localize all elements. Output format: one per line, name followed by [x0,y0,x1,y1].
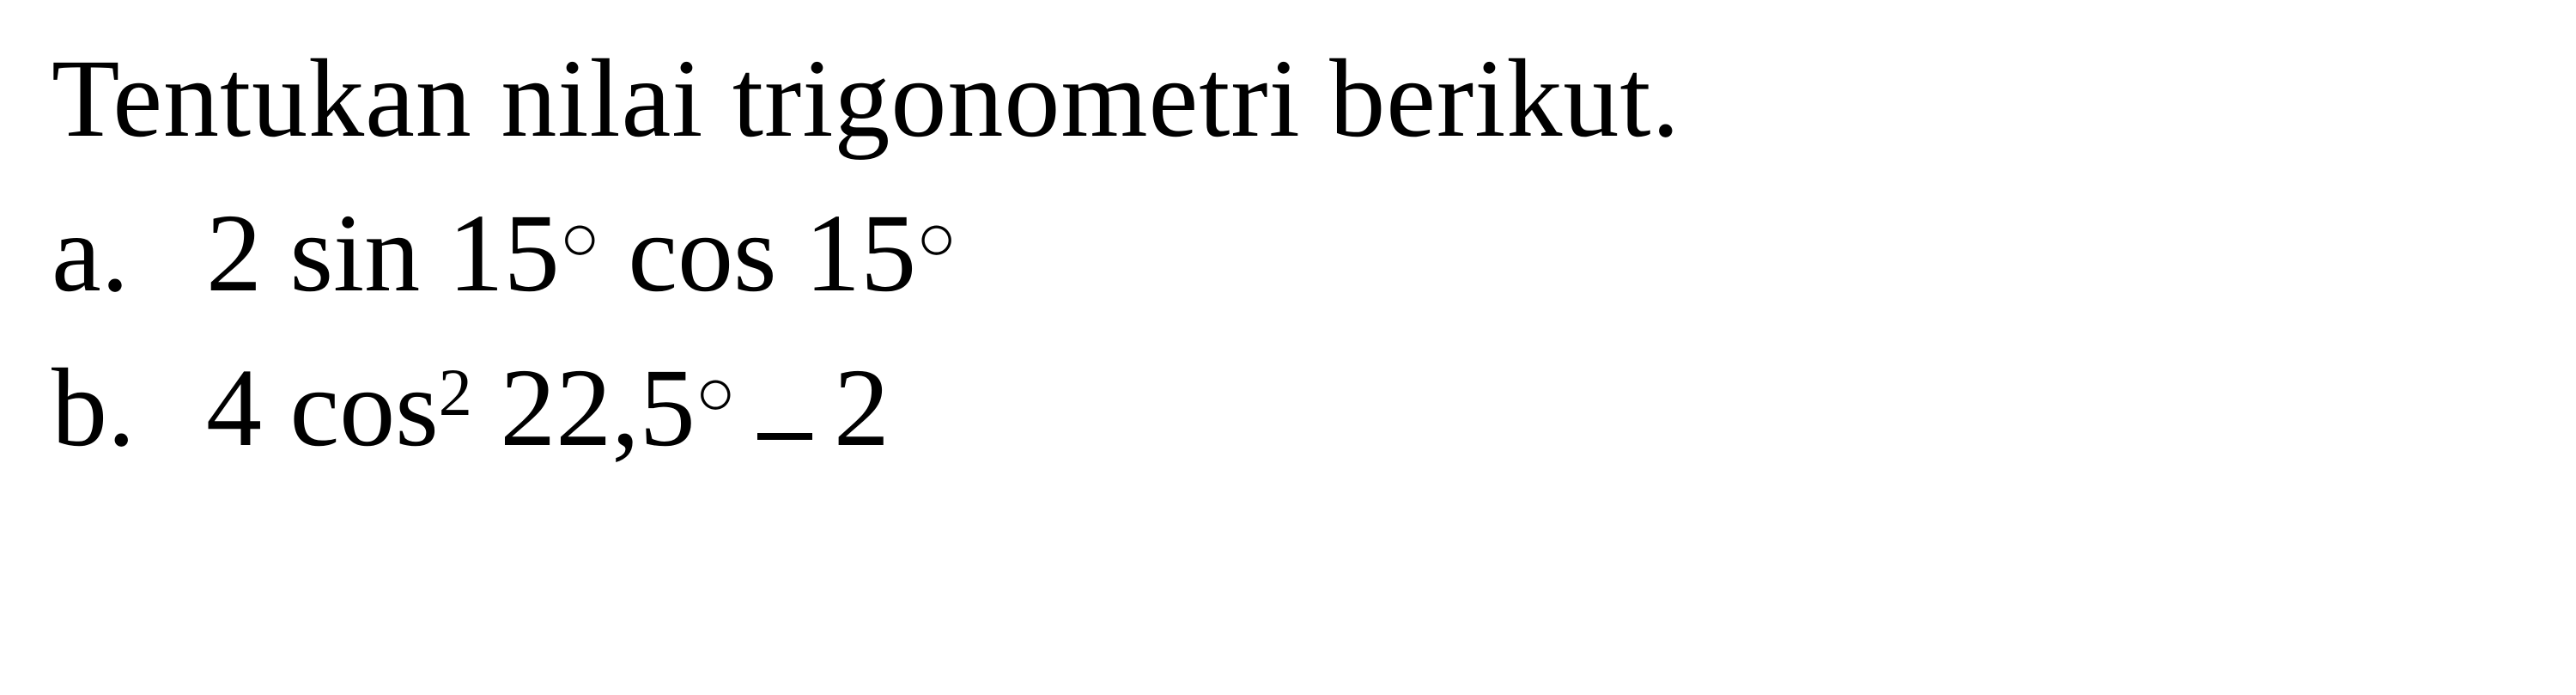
space [262,344,290,472]
exponent: 2 [439,354,472,431]
coefficient-a: 2 [206,189,262,318]
minus-sign [757,433,812,440]
item-label-a: a. [52,189,137,318]
angle-a1: 15 [448,189,560,318]
function-sin: sin [290,189,421,318]
space [472,344,501,472]
space [420,189,448,318]
constant-b: 2 [834,344,890,472]
space [600,189,629,318]
coefficient-b: 4 [206,344,262,472]
angle-b: 22,5 [500,344,696,472]
document-container: Tentukan nilai trigonometri berikut. a. … [52,34,2524,472]
item-label-b: b. [52,344,137,472]
problem-item-a: a. 2 sin 15 ○ cos 15 ○ [52,189,2524,318]
space [262,189,290,318]
degree-symbol: ○ [916,199,957,277]
item-content-b: 4 cos 2 22,5 ○ 2 [206,344,890,472]
page-title: Tentukan nilai trigonometri berikut. [52,34,2524,163]
function-cos-a: cos [628,189,776,318]
angle-a2: 15 [805,189,916,318]
degree-symbol: ○ [696,354,736,431]
space [777,189,805,318]
problem-item-b: b. 4 cos 2 22,5 ○ 2 [52,344,2524,472]
function-cos-b: cos [290,344,439,472]
degree-symbol: ○ [560,199,600,277]
item-content-a: 2 sin 15 ○ cos 15 ○ [206,189,957,318]
